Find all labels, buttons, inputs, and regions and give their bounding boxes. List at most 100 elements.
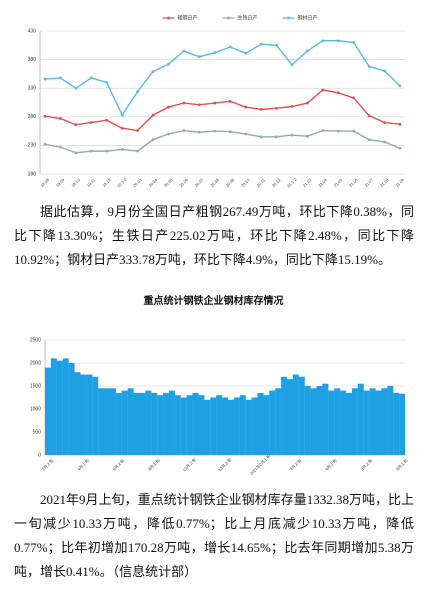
- y-tick-label: 330: [28, 86, 37, 92]
- x-tick-label: 20.10: [240, 177, 251, 188]
- bar: [351, 388, 358, 455]
- y-tick-label: 1500: [30, 383, 41, 389]
- point: [305, 49, 309, 53]
- point: [182, 101, 186, 105]
- point: [244, 105, 248, 109]
- legend-marker: [227, 16, 230, 20]
- point: [136, 149, 140, 153]
- point: [336, 91, 340, 95]
- point: [305, 101, 309, 105]
- bar: [304, 386, 311, 455]
- bar: [233, 397, 240, 455]
- bar: [269, 390, 276, 455]
- bar: [174, 395, 181, 455]
- x-tick-label: 21.04: [317, 177, 328, 188]
- y-tick-label: 500: [33, 429, 42, 435]
- x-tick-label: 19.08: [39, 177, 50, 188]
- x-tick-label: 21.1-2: [286, 176, 298, 188]
- point: [367, 114, 371, 118]
- bar: [227, 399, 234, 455]
- bar: [168, 390, 175, 455]
- point: [182, 129, 186, 132]
- bar: [239, 395, 246, 455]
- point: [290, 63, 294, 67]
- x-tick-label: 2021年2月上旬: [248, 453, 271, 476]
- point: [120, 148, 124, 151]
- bar: [104, 388, 111, 455]
- x-tick-label: 4月上旬: [76, 457, 90, 471]
- legend-marker: [167, 16, 170, 20]
- point: [367, 138, 371, 142]
- bar: [204, 399, 211, 455]
- bar: [56, 360, 63, 455]
- x-tick-label: 19.09: [55, 177, 66, 188]
- point: [383, 69, 386, 73]
- x-tick-label: 21.06: [348, 177, 359, 188]
- bar: [74, 372, 81, 455]
- bar: [369, 388, 376, 455]
- bar: [281, 376, 288, 455]
- point: [244, 132, 248, 136]
- x-tick-label: 20.03: [132, 177, 143, 188]
- x-tick-label: 21.08: [379, 177, 390, 188]
- point: [105, 149, 109, 153]
- point: [383, 121, 386, 124]
- x-tick-label: 20.05: [163, 177, 174, 188]
- bar: [387, 386, 394, 455]
- point: [321, 88, 325, 92]
- bar: [186, 395, 193, 455]
- point: [213, 51, 217, 55]
- bar: [109, 388, 116, 455]
- y-tick-label: 380: [28, 57, 37, 63]
- point: [275, 135, 278, 139]
- bar: [328, 390, 335, 455]
- point: [105, 81, 109, 84]
- bar: [257, 392, 264, 455]
- series-line: [44, 40, 401, 117]
- bar: [322, 383, 329, 455]
- bar: [393, 392, 400, 455]
- paragraph: 据此估算，9月份全国日产粗钢267.49万吨，环比下降0.38%，同比下降13.…: [14, 204, 414, 267]
- bar: [363, 390, 370, 455]
- point: [398, 122, 402, 126]
- bar: [86, 374, 93, 455]
- point: [259, 42, 263, 46]
- bar: [263, 395, 270, 455]
- point: [120, 113, 124, 117]
- point: [228, 130, 232, 134]
- point: [197, 55, 201, 59]
- point: [59, 145, 62, 149]
- point: [213, 129, 217, 133]
- bar: [381, 388, 388, 455]
- point: [244, 51, 248, 55]
- bar: [157, 395, 164, 455]
- daily-output-chart: 180 230 280 330 380 430 19.08 19.09 19.10 19.11 19…: [28, 14, 406, 188]
- point: [167, 132, 170, 136]
- x-tick-label: 20.08: [209, 177, 220, 188]
- bar: [92, 376, 99, 455]
- x-tick-label: 20.07: [194, 177, 205, 188]
- bar: [251, 397, 258, 455]
- x-tick-label: 20.04: [147, 177, 158, 188]
- point: [182, 49, 186, 53]
- y-tick-label: 430: [28, 28, 37, 34]
- point: [352, 96, 356, 100]
- x-tick-label: 20.06: [178, 177, 189, 188]
- inventory-chart: 0 500 1000 1500 2000 2500 2月上旬 4月上旬 6月上旬 8月上旬 10月上…: [30, 337, 409, 476]
- series-line: [44, 129, 401, 154]
- point: [151, 113, 155, 117]
- point: [336, 129, 340, 133]
- paragraph: 2021年9月上旬，重点统计钢铁企业钢材库存量1332.38万吨，比上一旬减少1…: [14, 492, 414, 579]
- x-tick-label: 21.07: [364, 177, 375, 188]
- legend-marker: [287, 16, 290, 20]
- point: [105, 118, 109, 122]
- point: [336, 39, 340, 43]
- point: [383, 140, 386, 144]
- point: [43, 142, 47, 146]
- bar: [210, 397, 217, 455]
- point: [43, 77, 47, 81]
- x-tick-label: 21.03: [302, 177, 313, 188]
- x-tick-label: 2月上旬: [40, 457, 54, 471]
- legend-label: 钢材日产: [298, 14, 318, 21]
- point: [43, 114, 47, 118]
